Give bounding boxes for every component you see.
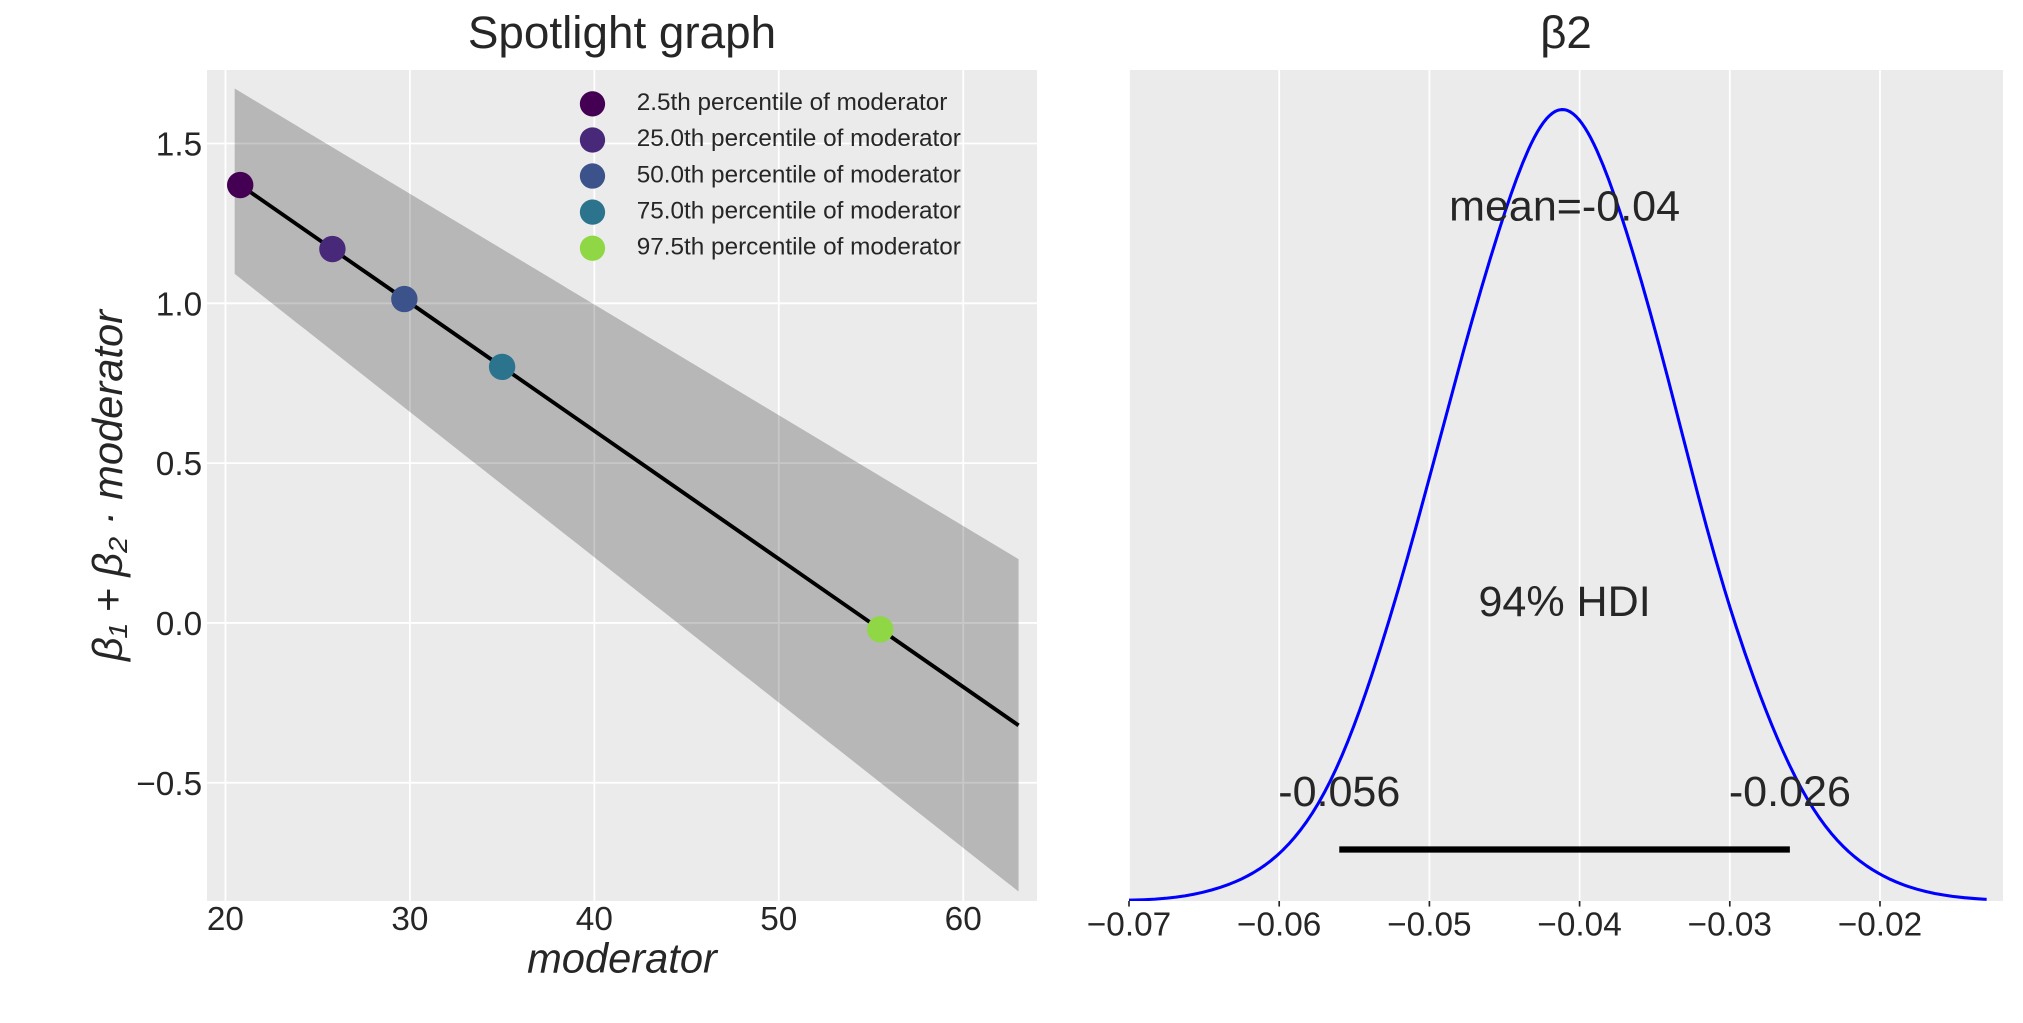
svg-text:β₁ + β₂ · moderator: β₁ + β₂ · moderator: [84, 308, 131, 663]
svg-text:75.0th percentile of moderator: 75.0th percentile of moderator: [637, 197, 961, 224]
svg-text:50.0th percentile of moderator: 50.0th percentile of moderator: [637, 161, 961, 188]
svg-text:25.0th percentile of moderator: 25.0th percentile of moderator: [637, 125, 961, 152]
svg-text:0.0: 0.0: [156, 606, 202, 643]
svg-text:−0.5: −0.5: [136, 766, 202, 803]
svg-text:Spotlight graph: Spotlight graph: [468, 7, 776, 58]
svg-text:mean=-0.04: mean=-0.04: [1449, 182, 1680, 230]
svg-text:moderator: moderator: [527, 935, 719, 982]
svg-text:β2: β2: [1540, 7, 1592, 58]
svg-text:−0.03: −0.03: [1688, 907, 1772, 944]
svg-text:1.0: 1.0: [156, 286, 202, 323]
svg-text:2.5th percentile of moderator: 2.5th percentile of moderator: [637, 89, 948, 116]
svg-text:60: 60: [945, 901, 982, 938]
svg-text:50: 50: [760, 901, 797, 938]
svg-text:−0.06: −0.06: [1237, 907, 1321, 944]
svg-text:-0.056: -0.056: [1278, 768, 1400, 816]
svg-text:−0.04: −0.04: [1537, 907, 1621, 944]
svg-text:-0.026: -0.026: [1729, 768, 1851, 816]
svg-text:−0.05: −0.05: [1387, 907, 1471, 944]
svg-text:30: 30: [391, 901, 428, 938]
svg-text:0.5: 0.5: [156, 446, 202, 483]
svg-text:20: 20: [207, 901, 244, 938]
svg-text:97.5th percentile of moderator: 97.5th percentile of moderator: [637, 234, 961, 261]
svg-text:94% HDI: 94% HDI: [1478, 578, 1650, 626]
svg-text:40: 40: [576, 901, 613, 938]
svg-text:−0.02: −0.02: [1838, 907, 1922, 944]
svg-text:1.5: 1.5: [156, 127, 202, 164]
svg-text:−0.07: −0.07: [1087, 907, 1171, 944]
